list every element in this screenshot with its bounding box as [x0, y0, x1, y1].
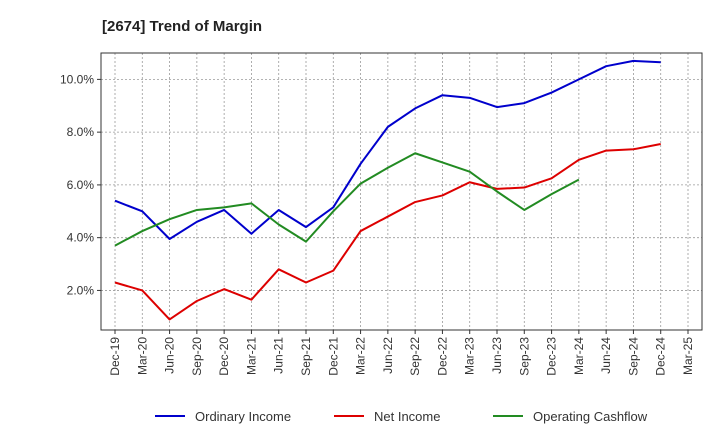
x-tick-label: Mar-21 — [244, 337, 258, 375]
chart-title: [2674] Trend of Margin — [102, 18, 262, 35]
grid — [101, 53, 702, 330]
legend-label-ordinary-income: Ordinary Income — [195, 409, 291, 424]
y-tick-label: 8.0% — [67, 125, 95, 139]
series-lines — [114, 59, 661, 321]
x-tick-label: Mar-25 — [681, 337, 695, 375]
x-tick-label: Dec-23 — [545, 337, 559, 376]
x-tick-label: Dec-20 — [217, 337, 231, 376]
x-tick-label: Sep-20 — [190, 337, 204, 376]
y-tick-label: 6.0% — [67, 178, 95, 192]
x-tick-label: Mar-24 — [572, 337, 586, 375]
series-line-operating-cashflow — [114, 152, 580, 247]
x-tick-label: Sep-24 — [626, 337, 640, 376]
x-tick-label: Sep-22 — [408, 337, 422, 376]
y-tick-label: 4.0% — [67, 231, 95, 245]
x-tick-label: Mar-23 — [463, 337, 477, 375]
x-tick-label: Jun-20 — [163, 337, 177, 374]
x-tick-label: Jun-23 — [490, 337, 504, 374]
x-tick-label: Jun-21 — [272, 337, 286, 374]
y-tick-label: 10.0% — [60, 72, 94, 86]
x-tick-label: Sep-23 — [517, 337, 531, 376]
x-tick-label: Sep-21 — [299, 337, 313, 376]
legend: Ordinary Income Net Income Operating Cashf… — [155, 409, 648, 424]
x-tick-label: Jun-24 — [599, 337, 613, 374]
y-axis: 2.0% 4.0% 6.0% 8.0% 10.0% — [60, 72, 101, 297]
x-tick-label: Dec-21 — [326, 337, 340, 376]
plot-frame — [100, 52, 703, 331]
x-axis: Dec-19 Mar-20 Jun-20 Sep-20 Dec-20 Mar-21 Jun-… — [108, 330, 695, 376]
x-tick-label: Mar-22 — [354, 337, 368, 375]
x-tick-label: Dec-24 — [654, 337, 668, 376]
legend-label-net-income: Net Income — [374, 409, 440, 424]
x-tick-label: Dec-19 — [108, 337, 122, 376]
x-tick-label: Jun-22 — [381, 337, 395, 374]
series-line-net-income — [114, 143, 661, 321]
series-line-ordinary-income — [114, 59, 661, 240]
y-tick-label: 2.0% — [67, 283, 95, 297]
x-tick-label: Mar-20 — [135, 337, 149, 375]
x-tick-label: Dec-22 — [435, 337, 449, 376]
legend-label-operating-cashflow: Operating Cashflow — [533, 409, 648, 424]
